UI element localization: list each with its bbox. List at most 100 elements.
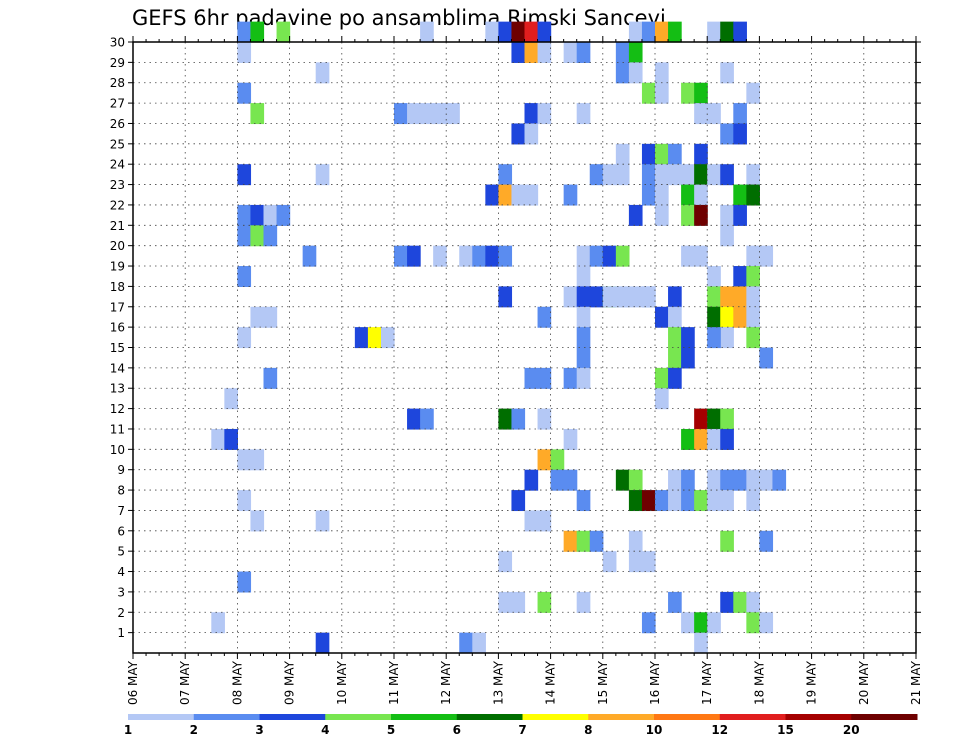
heatmap-cell bbox=[498, 21, 513, 43]
heatmap-cell bbox=[720, 164, 734, 186]
colorbar-label: 8 bbox=[584, 723, 592, 737]
heatmap-cell bbox=[720, 286, 734, 308]
x-tick-label: 09 MAY bbox=[283, 660, 297, 705]
heatmap-cell bbox=[576, 306, 591, 328]
heatmap-cell bbox=[681, 490, 695, 512]
y-tick-label: 2 bbox=[117, 606, 125, 620]
colorbar-legend: 1 2 3 4 5 6 7 8 10 12 15 20 bbox=[124, 714, 918, 737]
heatmap-cell bbox=[602, 164, 617, 186]
heatmap-cell bbox=[511, 184, 526, 206]
y-tick-label: 20 bbox=[110, 239, 125, 253]
chart-title: GEFS 6hr padavine po ansamblima Rimski S… bbox=[132, 6, 666, 30]
heatmap-cell bbox=[733, 286, 747, 308]
heatmap-cell bbox=[537, 408, 552, 430]
heatmap-cell bbox=[263, 204, 278, 226]
colorbar-swatch bbox=[654, 714, 721, 720]
colorbar-swatch bbox=[259, 714, 326, 720]
heatmap-cell bbox=[720, 225, 734, 247]
heatmap-cell bbox=[733, 306, 747, 328]
colorbar-swatch bbox=[588, 714, 655, 720]
heatmap-cell bbox=[707, 612, 721, 634]
heatmap-cell bbox=[576, 266, 591, 287]
x-tick-label: 19 MAY bbox=[805, 660, 819, 705]
heatmap-cell bbox=[485, 21, 499, 43]
heatmap-cell bbox=[628, 42, 643, 63]
heatmap-cell bbox=[694, 82, 708, 104]
heatmap-cell bbox=[707, 327, 721, 349]
heatmap-cell bbox=[511, 408, 526, 430]
heatmap-cell bbox=[250, 449, 265, 471]
heatmap-cell bbox=[498, 591, 513, 613]
heatmap-cell bbox=[407, 245, 421, 267]
y-tick-label: 30 bbox=[110, 36, 125, 50]
heatmap-cell bbox=[720, 306, 734, 328]
heatmap-cell bbox=[655, 204, 669, 226]
heatmap-cell bbox=[655, 490, 669, 512]
heatmap-cell bbox=[615, 62, 630, 84]
heatmap-cell bbox=[315, 62, 330, 84]
heatmap-cell bbox=[576, 530, 591, 552]
heatmap-cell bbox=[641, 612, 656, 634]
heatmap-cell bbox=[576, 42, 591, 63]
x-tick-label: 06 MAY bbox=[126, 660, 140, 705]
heatmap-cell bbox=[720, 490, 734, 512]
heatmap-cell bbox=[407, 103, 421, 125]
colorbar-swatch bbox=[785, 714, 852, 720]
heatmap-cell bbox=[250, 103, 265, 125]
heatmap-cell bbox=[511, 42, 526, 63]
heatmap-cell bbox=[746, 327, 760, 349]
heatmap-cell bbox=[707, 266, 721, 287]
y-tick-label: 8 bbox=[117, 484, 125, 498]
heatmap-cell bbox=[681, 428, 695, 450]
y-tick-label: 7 bbox=[117, 504, 125, 518]
y-tick-label: 14 bbox=[110, 361, 125, 375]
heatmap-cell bbox=[589, 164, 604, 186]
heatmap-cell bbox=[537, 21, 552, 43]
colorbar-label: 12 bbox=[711, 723, 728, 737]
y-tick-label: 4 bbox=[117, 565, 125, 579]
heatmap-cell bbox=[707, 286, 721, 308]
heatmap-cell bbox=[211, 612, 225, 634]
heatmap-cell bbox=[707, 103, 721, 125]
colorbar-label: 3 bbox=[255, 723, 263, 737]
heatmap-cell bbox=[681, 469, 695, 491]
x-tick-label: 08 MAY bbox=[230, 660, 244, 705]
heatmap-cell bbox=[707, 490, 721, 512]
colorbar-label: 20 bbox=[843, 723, 860, 737]
heatmap-cell bbox=[720, 591, 734, 613]
heatmap-cell bbox=[746, 82, 760, 104]
heatmap-cell bbox=[720, 62, 734, 84]
heatmap-cell bbox=[628, 469, 643, 491]
heatmap-cell bbox=[537, 510, 552, 532]
heatmap-cell bbox=[694, 103, 708, 125]
heatmap-cell bbox=[524, 510, 539, 532]
heatmap-cell bbox=[733, 204, 747, 226]
heatmap-cell bbox=[641, 82, 656, 104]
heatmap-cell bbox=[563, 530, 578, 552]
heatmap-cell bbox=[576, 286, 591, 308]
heatmap-cell bbox=[394, 103, 408, 125]
heatmap-cell bbox=[772, 469, 787, 491]
heatmap-cell bbox=[746, 306, 760, 328]
heatmap-cell bbox=[211, 428, 225, 450]
heatmap-cell bbox=[250, 306, 265, 328]
heatmap-cell bbox=[720, 428, 734, 450]
heatmap-cell bbox=[681, 82, 695, 104]
y-tick-label: 21 bbox=[110, 219, 125, 233]
colorbar-label: 7 bbox=[518, 723, 526, 737]
grid-lines bbox=[133, 42, 916, 653]
heatmap-cell bbox=[681, 327, 695, 349]
x-tick-label: 16 MAY bbox=[648, 660, 662, 705]
heatmap-cell bbox=[250, 21, 265, 43]
colorbar-swatch bbox=[193, 714, 260, 720]
heatmap-cell bbox=[759, 530, 774, 552]
heatmap-cell bbox=[237, 449, 252, 471]
heatmap-cell bbox=[602, 551, 617, 573]
heatmap-cell bbox=[550, 469, 565, 491]
y-tick-label: 28 bbox=[110, 76, 125, 90]
heatmap-cell bbox=[694, 184, 708, 206]
heatmap-cell bbox=[641, 184, 656, 206]
heatmap-cell bbox=[276, 204, 291, 226]
x-tick-label: 10 MAY bbox=[335, 660, 349, 705]
